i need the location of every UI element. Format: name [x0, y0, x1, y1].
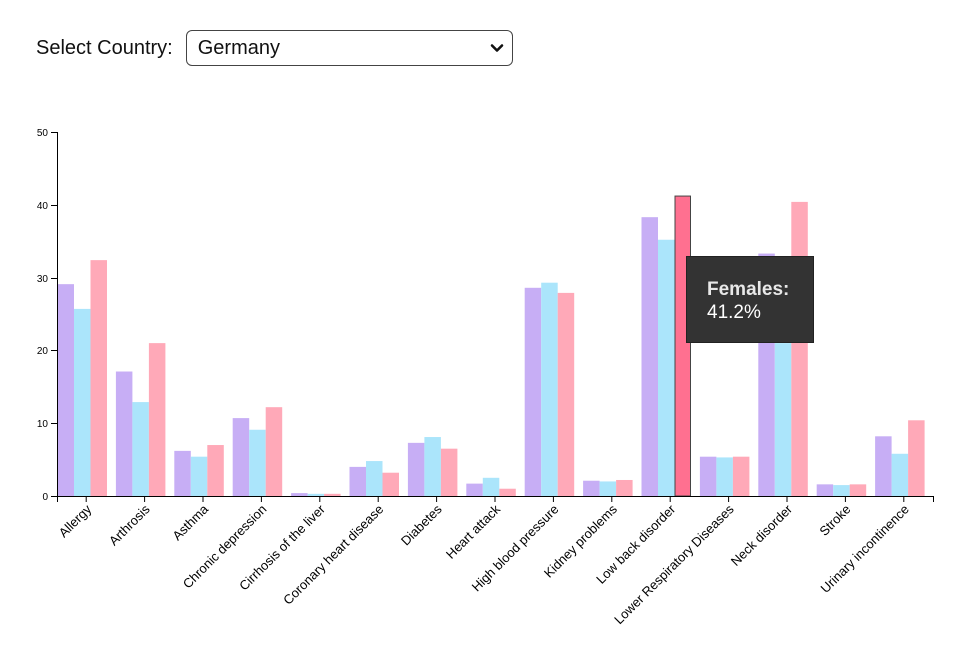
bar-1-14[interactable] [875, 436, 892, 496]
tooltip: Females: 41.2% [686, 256, 814, 343]
bar-1-8[interactable] [524, 287, 542, 496]
bar-1-11[interactable] [699, 456, 717, 496]
bar-1-6[interactable] [407, 442, 425, 496]
bar-2-9[interactable] [599, 481, 617, 496]
bar-2-14[interactable] [891, 453, 909, 496]
bar-1-9[interactable] [583, 480, 600, 496]
bar-1-0[interactable] [57, 284, 75, 496]
bar-2-6[interactable] [424, 437, 441, 496]
country-select[interactable]: Germany [185, 30, 513, 66]
bar-3-13[interactable] [849, 484, 867, 496]
bar-3-11[interactable] [732, 456, 750, 496]
bar-2-10[interactable] [658, 239, 675, 496]
bar-3-12[interactable] [791, 201, 808, 496]
bar-1-13[interactable] [816, 484, 834, 496]
bar-1-3[interactable] [232, 418, 250, 496]
bar-2-2[interactable] [190, 456, 208, 496]
bar-1-1[interactable] [115, 371, 133, 496]
bar-3-2[interactable] [207, 445, 224, 496]
bar-1-4[interactable] [291, 493, 308, 496]
bar-1-7[interactable] [466, 483, 483, 496]
bar-3-4[interactable] [324, 493, 341, 496]
x-tick-label: Arthrosis [106, 501, 153, 548]
bar-3-5[interactable] [382, 472, 400, 496]
bar-1-5[interactable] [349, 466, 367, 496]
bar-2-12[interactable] [774, 343, 792, 496]
y-axis-line [51, 132, 58, 497]
y-tick-label: 20 [37, 346, 49, 357]
x-tick-label: Coronary heart disease [280, 502, 386, 608]
y-tick-label: 30 [37, 274, 49, 285]
bar-2-7[interactable] [482, 477, 500, 496]
bar-2-3[interactable] [249, 429, 266, 496]
bar-2-4[interactable] [307, 493, 325, 496]
bar-3-6[interactable] [440, 448, 458, 496]
bar-3-1[interactable] [148, 343, 166, 496]
bar-3-7[interactable] [499, 488, 516, 496]
bar-2-8[interactable] [541, 282, 558, 496]
y-tick-label: 10 [37, 419, 49, 430]
country-label: Select Country: [36, 36, 173, 59]
bar-2-13[interactable] [833, 485, 850, 496]
bar-3-3[interactable] [265, 407, 283, 496]
bar-3-9[interactable] [616, 479, 633, 496]
country-selector: Select Country: Germany [36, 30, 513, 66]
x-tick-label: Allergy [56, 501, 95, 540]
x-tick-label: Diabetes [398, 501, 445, 548]
x-tick-label: Heart attack [443, 501, 504, 562]
x-tick-label: Lower Respiratory Diseases [611, 501, 737, 627]
bar-3-0[interactable] [90, 260, 108, 496]
bar-3-8[interactable] [557, 292, 575, 496]
x-tick-label: Asthma [169, 501, 211, 543]
bar-1-2[interactable] [174, 450, 191, 496]
bar-2-0[interactable] [74, 308, 91, 496]
y-tick-label: 0 [42, 492, 48, 503]
tooltip-title: Females: [707, 279, 790, 300]
x-tick-label: Stroke [816, 502, 853, 539]
x-tick-label: Neck disorder [728, 501, 796, 569]
y-tick-label: 40 [37, 201, 49, 212]
y-tick-label: 50 [37, 128, 49, 139]
bar-3-14[interactable] [908, 420, 925, 496]
bar-2-11[interactable] [716, 457, 733, 496]
bar-2-1[interactable] [132, 402, 149, 496]
bar-3-10[interactable] [674, 195, 691, 497]
country-select-value: Germany [197, 36, 280, 59]
chevron-down-icon [490, 44, 504, 52]
tooltip-value: 41.2% [707, 302, 761, 323]
bar-2-5[interactable] [366, 461, 383, 496]
bar-1-10[interactable] [641, 217, 659, 496]
